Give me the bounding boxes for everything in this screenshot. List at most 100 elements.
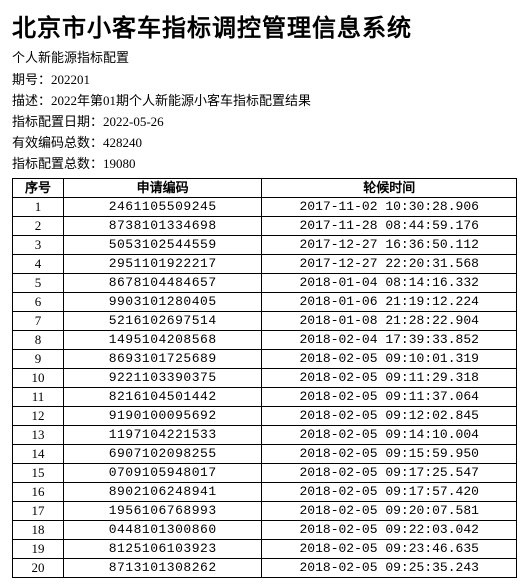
cell-time: 2018-02-05 09:12:02.845 <box>262 407 517 426</box>
cell-seq: 6 <box>13 293 64 312</box>
cell-time: 2018-01-04 08:14:16.332 <box>262 274 517 293</box>
table-row: 1291901000956922018-02-05 09:12:02.845 <box>13 407 517 426</box>
cell-seq: 1 <box>13 198 64 217</box>
cell-code: 8216104501442 <box>63 388 262 407</box>
cell-time: 2018-02-05 09:20:07.581 <box>262 502 517 521</box>
table-row: 1092211033903752018-02-05 09:11:29.318 <box>13 369 517 388</box>
desc-label: 描述： <box>12 93 51 108</box>
table-row: 986931017256892018-02-05 09:10:01.319 <box>13 350 517 369</box>
cell-code: 1956106768993 <box>63 502 262 521</box>
cell-seq: 8 <box>13 331 64 350</box>
cell-seq: 13 <box>13 426 64 445</box>
config-date-label: 指标配置日期： <box>12 114 103 129</box>
cell-time: 2018-02-05 09:25:35.243 <box>262 559 517 578</box>
cell-code: 5053102544559 <box>63 236 262 255</box>
subtitle: 个人新能源指标配置 <box>12 47 517 66</box>
period-label: 期号： <box>12 72 51 87</box>
valid-count-label: 有效编码总数： <box>12 135 103 150</box>
table-row: 429511019222172017-12-27 22:20:31.568 <box>13 255 517 274</box>
cell-seq: 10 <box>13 369 64 388</box>
cell-time: 2018-01-08 21:28:22.904 <box>262 312 517 331</box>
cell-time: 2018-02-05 09:17:25.547 <box>262 464 517 483</box>
cell-time: 2018-02-05 09:17:57.420 <box>262 483 517 502</box>
meta-config-date: 指标配置日期：2022-05-26 <box>12 111 517 130</box>
cell-seq: 5 <box>13 274 64 293</box>
table-row: 1689021062489412018-02-05 09:17:57.420 <box>13 483 517 502</box>
desc-value: 2022年第01期个人新能源小客车指标配置结果 <box>51 93 311 108</box>
config-count-label: 指标配置总数： <box>12 156 103 171</box>
table-row: 752161026975142018-01-08 21:28:22.904 <box>13 312 517 331</box>
cell-code: 0448101300860 <box>63 521 262 540</box>
cell-code: 1197104221533 <box>63 426 262 445</box>
cell-code: 8693101725689 <box>63 350 262 369</box>
cell-time: 2017-12-27 22:20:31.568 <box>262 255 517 274</box>
table-row: 1469071020982552018-02-05 09:15:59.950 <box>13 445 517 464</box>
page-title: 北京市小客车指标调控管理信息系统 <box>12 8 517 43</box>
meta-desc: 描述：2022年第01期个人新能源小客车指标配置结果 <box>12 90 517 109</box>
table-row: 2087131013082622018-02-05 09:25:35.243 <box>13 559 517 578</box>
cell-seq: 19 <box>13 540 64 559</box>
cell-seq: 11 <box>13 388 64 407</box>
cell-time: 2018-02-05 09:23:46.635 <box>262 540 517 559</box>
cell-seq: 9 <box>13 350 64 369</box>
cell-code: 5216102697514 <box>63 312 262 331</box>
table-row: 1719561067689932018-02-05 09:20:07.581 <box>13 502 517 521</box>
cell-time: 2017-11-28 08:44:59.176 <box>262 217 517 236</box>
table-body: 124611055092452017-11-02 10:30:28.906287… <box>13 198 517 578</box>
table-row: 1981251061039232018-02-05 09:23:46.635 <box>13 540 517 559</box>
header-seq: 序号 <box>13 179 64 198</box>
table-row: 1311971042215332018-02-05 09:14:10.004 <box>13 426 517 445</box>
cell-time: 2018-02-05 09:10:01.319 <box>262 350 517 369</box>
cell-time: 2018-02-04 17:39:33.852 <box>262 331 517 350</box>
cell-seq: 20 <box>13 559 64 578</box>
cell-code: 8125106103923 <box>63 540 262 559</box>
cell-time: 2018-02-05 09:15:59.950 <box>262 445 517 464</box>
meta-period: 期号：202201 <box>12 69 517 88</box>
cell-code: 9221103390375 <box>63 369 262 388</box>
cell-code: 2951101922217 <box>63 255 262 274</box>
table-row: 124611055092452017-11-02 10:30:28.906 <box>13 198 517 217</box>
cell-code: 8738101334698 <box>63 217 262 236</box>
cell-code: 9190100095692 <box>63 407 262 426</box>
cell-code: 2461105509245 <box>63 198 262 217</box>
cell-time: 2017-11-02 10:30:28.906 <box>262 198 517 217</box>
cell-time: 2018-01-06 21:19:12.224 <box>262 293 517 312</box>
cell-time: 2018-02-05 09:11:37.064 <box>262 388 517 407</box>
cell-code: 9903101280405 <box>63 293 262 312</box>
cell-seq: 15 <box>13 464 64 483</box>
cell-seq: 2 <box>13 217 64 236</box>
cell-time: 2017-12-27 16:36:50.112 <box>262 236 517 255</box>
cell-seq: 17 <box>13 502 64 521</box>
cell-code: 0709105948017 <box>63 464 262 483</box>
cell-seq: 4 <box>13 255 64 274</box>
cell-time: 2018-02-05 09:11:29.318 <box>262 369 517 388</box>
cell-seq: 3 <box>13 236 64 255</box>
table-row: 699031012804052018-01-06 21:19:12.224 <box>13 293 517 312</box>
table-row: 1182161045014422018-02-05 09:11:37.064 <box>13 388 517 407</box>
cell-seq: 16 <box>13 483 64 502</box>
cell-seq: 18 <box>13 521 64 540</box>
results-table: 序号 申请编码 轮候时间 124611055092452017-11-02 10… <box>12 178 517 578</box>
cell-seq: 14 <box>13 445 64 464</box>
cell-code: 8678104484657 <box>63 274 262 293</box>
header-code: 申请编码 <box>63 179 262 198</box>
meta-valid-count: 有效编码总数：428240 <box>12 132 517 151</box>
cell-code: 1495104208568 <box>63 331 262 350</box>
table-row: 586781044846572018-01-04 08:14:16.332 <box>13 274 517 293</box>
cell-time: 2018-02-05 09:14:10.004 <box>262 426 517 445</box>
cell-time: 2018-02-05 09:22:03.042 <box>262 521 517 540</box>
meta-config-count: 指标配置总数：19080 <box>12 153 517 172</box>
cell-seq: 12 <box>13 407 64 426</box>
cell-code: 8902106248941 <box>63 483 262 502</box>
header-time: 轮候时间 <box>262 179 517 198</box>
table-row: 814951042085682018-02-04 17:39:33.852 <box>13 331 517 350</box>
cell-code: 8713101308262 <box>63 559 262 578</box>
config-count-value: 19080 <box>103 156 136 171</box>
config-date-value: 2022-05-26 <box>103 114 164 129</box>
table-row: 350531025445592017-12-27 16:36:50.112 <box>13 236 517 255</box>
period-value: 202201 <box>51 72 90 87</box>
cell-code: 6907102098255 <box>63 445 262 464</box>
table-row: 1507091059480172018-02-05 09:17:25.547 <box>13 464 517 483</box>
valid-count-value: 428240 <box>103 135 142 150</box>
table-header-row: 序号 申请编码 轮候时间 <box>13 179 517 198</box>
